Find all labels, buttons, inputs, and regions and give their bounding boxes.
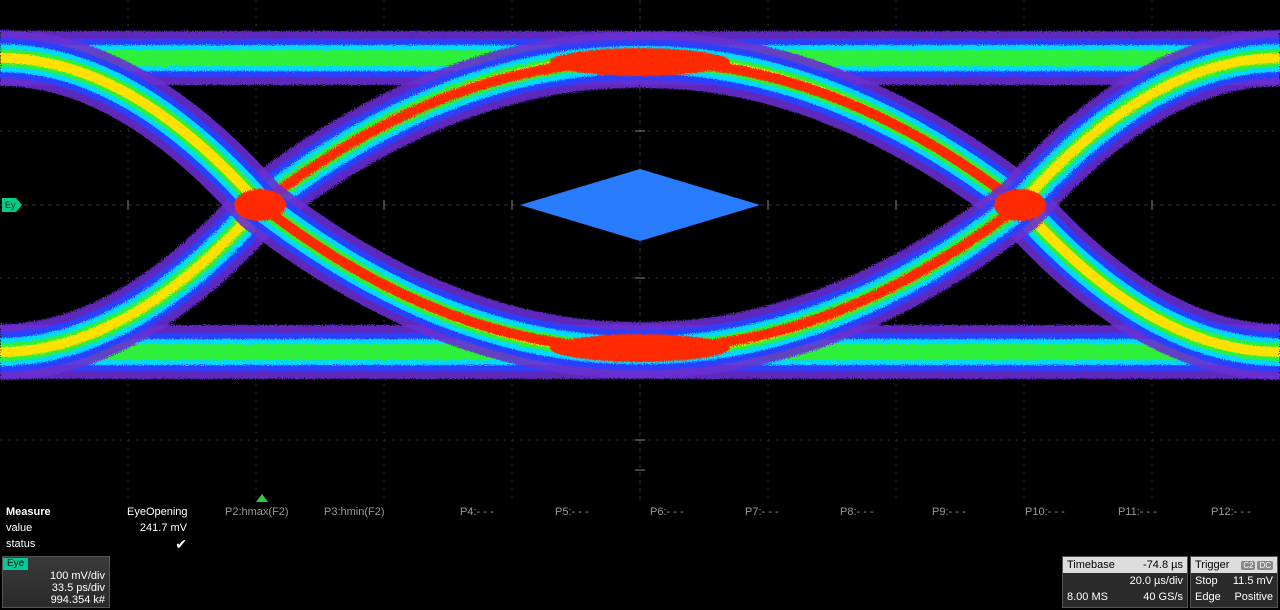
eye-panel-label: Eye — [3, 558, 28, 570]
trigger-position-marker[interactable] — [256, 494, 268, 502]
measure-col-p10[interactable]: P10:- - - — [1025, 506, 1065, 518]
eye-panel-tdiv: 33.5 ps/div — [3, 582, 109, 594]
measure-col-p5[interactable]: P5:- - - — [555, 506, 589, 518]
trigger-type: Edge — [1195, 589, 1221, 605]
eye-channel-panel[interactable]: Eye 100 mV/div 33.5 ps/div 994.354 k# — [2, 556, 110, 608]
timebase-offset: -74.8 µs — [1143, 557, 1183, 573]
eye-panel-count: 994.354 k# — [3, 594, 109, 606]
waveform-display[interactable] — [0, 0, 1280, 500]
timebase-div: 20.0 µs/div — [1130, 573, 1183, 589]
measure-col-p8[interactable]: P8:- - - — [840, 506, 874, 518]
measure-label-header: Measure — [0, 506, 120, 518]
measure-col-p1[interactable]: EyeOpening — [127, 506, 188, 518]
measure-label-value: value — [0, 522, 120, 534]
measure-status-p1-check-icon: ✔ — [127, 536, 187, 553]
measure-status-row: status ✔ — [0, 536, 1280, 552]
timebase-samples: 8.00 MS — [1067, 589, 1108, 605]
measure-col-p12[interactable]: P12:- - - — [1211, 506, 1251, 518]
trigger-level: 11.5 mV — [1233, 573, 1273, 589]
trigger-title: Trigger — [1195, 557, 1229, 573]
measure-value-row: value 241.7 mV — [0, 520, 1280, 536]
trigger-badge-dc: DC — [1257, 561, 1273, 570]
measurement-table: Measure EyeOpening P2:hmax(F2) P3:hmin(F… — [0, 504, 1280, 552]
measure-col-p4[interactable]: P4:- - - — [460, 506, 494, 518]
trigger-badge-c2: C2 — [1241, 561, 1255, 570]
timebase-title: Timebase — [1067, 557, 1115, 573]
oscilloscope-screen: Ey Measure EyeOpening P2:hmax(F2) P3:hmi… — [0, 0, 1280, 610]
measure-val-p1: 241.7 mV — [127, 522, 187, 534]
eye-diagram-svg — [0, 0, 1280, 500]
measure-label-status: status — [0, 538, 120, 550]
measure-col-p11[interactable]: P11:- - - — [1118, 506, 1157, 518]
measure-col-p2[interactable]: P2:hmax(F2) — [225, 506, 289, 518]
measure-col-p9[interactable]: P9:- - - — [932, 506, 966, 518]
timebase-rate: 40 GS/s — [1143, 589, 1183, 605]
eye-panel-vdiv: 100 mV/div — [3, 570, 109, 582]
trigger-slope: Positive — [1234, 589, 1273, 605]
eye-mask-diamond — [520, 169, 760, 241]
measure-col-p6[interactable]: P6:- - - — [650, 506, 684, 518]
trigger-mode: Stop — [1195, 573, 1218, 589]
measure-col-p7[interactable]: P7:- - - — [745, 506, 779, 518]
measure-header-row: Measure EyeOpening P2:hmax(F2) P3:hmin(F… — [0, 504, 1280, 520]
svg-text:Ey: Ey — [5, 200, 16, 210]
timebase-panel[interactable]: Timebase -74.8 µs 20.0 µs/div 8.00 MS 40… — [1062, 556, 1188, 608]
trigger-panel[interactable]: Trigger C2DC Stop 11.5 mV Edge Positive — [1190, 556, 1278, 608]
measure-col-p3[interactable]: P3:hmin(F2) — [324, 506, 385, 518]
ey-channel-marker[interactable]: Ey — [2, 198, 22, 212]
